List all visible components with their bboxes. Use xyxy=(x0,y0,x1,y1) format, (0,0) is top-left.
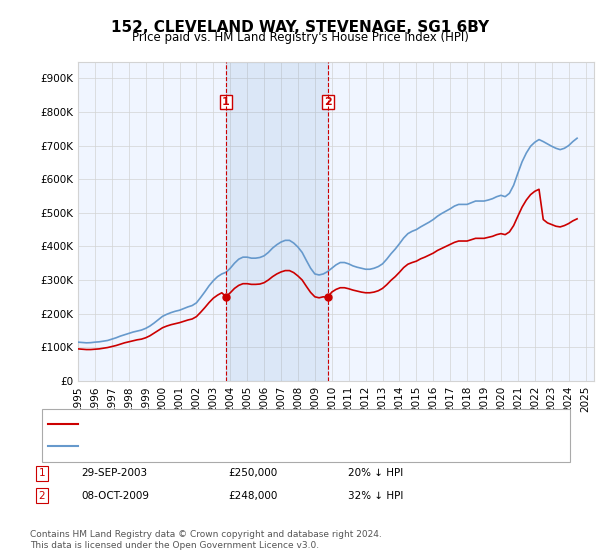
Text: HPI: Average price, detached house, North Hertfordshire: HPI: Average price, detached house, Nort… xyxy=(87,441,382,451)
Bar xyxy=(226,62,328,381)
Text: 32% ↓ HPI: 32% ↓ HPI xyxy=(348,491,403,501)
Text: 2: 2 xyxy=(324,97,332,107)
Text: £250,000: £250,000 xyxy=(228,468,277,478)
Text: £248,000: £248,000 xyxy=(228,491,277,501)
Text: 2: 2 xyxy=(38,491,46,501)
Text: 08-OCT-2009: 08-OCT-2009 xyxy=(81,491,149,501)
Text: Price paid vs. HM Land Registry's House Price Index (HPI): Price paid vs. HM Land Registry's House … xyxy=(131,31,469,44)
Text: Contains HM Land Registry data © Crown copyright and database right 2024.: Contains HM Land Registry data © Crown c… xyxy=(30,530,382,539)
Text: 152, CLEVELAND WAY, STEVENAGE, SG1 6BY (detached house): 152, CLEVELAND WAY, STEVENAGE, SG1 6BY (… xyxy=(87,419,416,430)
Text: 1: 1 xyxy=(222,97,230,107)
Text: This data is licensed under the Open Government Licence v3.0.: This data is licensed under the Open Gov… xyxy=(30,542,319,550)
Text: 152, CLEVELAND WAY, STEVENAGE, SG1 6BY: 152, CLEVELAND WAY, STEVENAGE, SG1 6BY xyxy=(111,20,489,35)
Text: 29-SEP-2003: 29-SEP-2003 xyxy=(81,468,147,478)
Text: 20% ↓ HPI: 20% ↓ HPI xyxy=(348,468,403,478)
Text: 1: 1 xyxy=(38,468,46,478)
